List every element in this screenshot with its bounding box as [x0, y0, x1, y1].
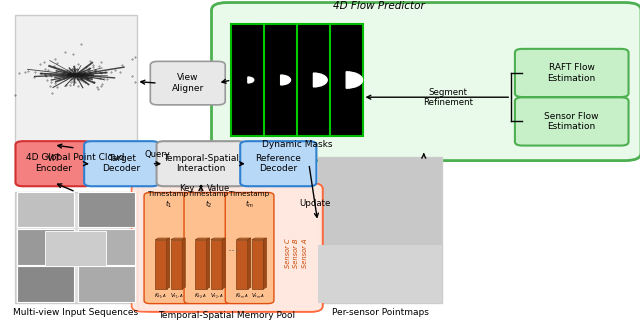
Text: Sensor C: Sensor C	[285, 238, 291, 268]
Bar	[17, 266, 74, 302]
Text: $V_{t_m,A}$: $V_{t_m,A}$	[250, 291, 265, 300]
Bar	[317, 157, 442, 303]
Polygon shape	[156, 238, 170, 240]
Bar	[195, 240, 207, 289]
Wedge shape	[346, 72, 363, 88]
Polygon shape	[195, 238, 210, 240]
Text: ViT
Encoder: ViT Encoder	[35, 154, 72, 173]
Bar	[17, 192, 74, 227]
Wedge shape	[281, 75, 291, 85]
Text: Target
Decoder: Target Decoder	[102, 154, 141, 173]
Text: Sensor A: Sensor A	[302, 238, 308, 268]
Bar	[15, 192, 136, 303]
Text: Timestamp
$t_2$: Timestamp $t_2$	[188, 191, 228, 210]
Text: Dynamic Masks: Dynamic Masks	[262, 140, 332, 149]
Polygon shape	[248, 238, 251, 289]
Text: Timestamp
$t_m$: Timestamp $t_m$	[230, 191, 269, 210]
Text: $V_{t_2,A}$: $V_{t_2,A}$	[210, 291, 223, 300]
Text: ↑: ↑	[197, 184, 205, 194]
Polygon shape	[211, 238, 225, 240]
Text: Sensor B: Sensor B	[293, 238, 300, 268]
Wedge shape	[314, 73, 327, 87]
Bar	[252, 240, 263, 289]
Bar	[236, 240, 248, 289]
Text: Temporal-Spatial Memory Pool: Temporal-Spatial Memory Pool	[159, 311, 296, 320]
Polygon shape	[222, 238, 225, 289]
FancyBboxPatch shape	[515, 49, 628, 97]
Bar	[77, 229, 134, 265]
Bar	[171, 240, 182, 289]
Polygon shape	[236, 238, 251, 240]
Bar	[156, 240, 166, 289]
Text: ...: ...	[228, 241, 240, 254]
FancyBboxPatch shape	[211, 3, 640, 161]
Text: Reference
Decoder: Reference Decoder	[255, 154, 301, 173]
FancyBboxPatch shape	[515, 97, 628, 146]
FancyBboxPatch shape	[15, 141, 92, 186]
FancyBboxPatch shape	[184, 193, 233, 304]
Polygon shape	[171, 238, 186, 240]
Text: Timestamp
$t_1$: Timestamp $t_1$	[148, 191, 189, 210]
Text: $K_{t_2,A}$: $K_{t_2,A}$	[194, 291, 207, 300]
Text: Per-sensor Pointmaps: Per-sensor Pointmaps	[332, 308, 429, 317]
Text: Value: Value	[207, 184, 230, 193]
Bar	[15, 15, 136, 148]
Text: Key: Key	[179, 184, 195, 193]
FancyBboxPatch shape	[143, 183, 323, 312]
Text: Temporal-Spatial
Interaction: Temporal-Spatial Interaction	[163, 154, 239, 173]
Text: 4D Global Point Cloud: 4D Global Point Cloud	[26, 153, 125, 162]
Text: Multi-view Input Sequences: Multi-view Input Sequences	[13, 308, 138, 317]
Bar	[232, 24, 363, 136]
Text: $K_{t_1,A}$: $K_{t_1,A}$	[154, 291, 168, 300]
FancyBboxPatch shape	[225, 193, 274, 304]
Polygon shape	[207, 238, 210, 289]
Bar	[317, 245, 442, 303]
FancyBboxPatch shape	[138, 183, 323, 312]
Text: Segment
Refinement: Segment Refinement	[423, 87, 473, 107]
Text: 4D Flow Predictor: 4D Flow Predictor	[333, 1, 424, 11]
Text: $V_{t_1,A}$: $V_{t_1,A}$	[170, 291, 183, 300]
Polygon shape	[263, 238, 266, 289]
Polygon shape	[166, 238, 170, 289]
Text: RAFT Flow
Estimation: RAFT Flow Estimation	[548, 63, 596, 83]
Wedge shape	[248, 77, 254, 83]
FancyBboxPatch shape	[144, 193, 193, 304]
Bar	[77, 266, 134, 302]
Bar	[17, 229, 74, 265]
Text: Update: Update	[299, 199, 330, 208]
Text: $K_{t_m,A}$: $K_{t_m,A}$	[235, 291, 249, 300]
Bar	[45, 231, 106, 266]
FancyBboxPatch shape	[157, 141, 245, 186]
FancyBboxPatch shape	[132, 183, 323, 312]
Bar	[77, 192, 134, 227]
Text: Sensor Flow
Estimation: Sensor Flow Estimation	[545, 112, 599, 131]
FancyBboxPatch shape	[84, 141, 159, 186]
Polygon shape	[182, 238, 186, 289]
Polygon shape	[252, 238, 266, 240]
FancyBboxPatch shape	[240, 141, 316, 186]
Text: Query: Query	[145, 150, 171, 159]
Text: View
Aligner: View Aligner	[172, 73, 204, 93]
FancyBboxPatch shape	[150, 61, 225, 105]
Bar	[211, 240, 222, 289]
